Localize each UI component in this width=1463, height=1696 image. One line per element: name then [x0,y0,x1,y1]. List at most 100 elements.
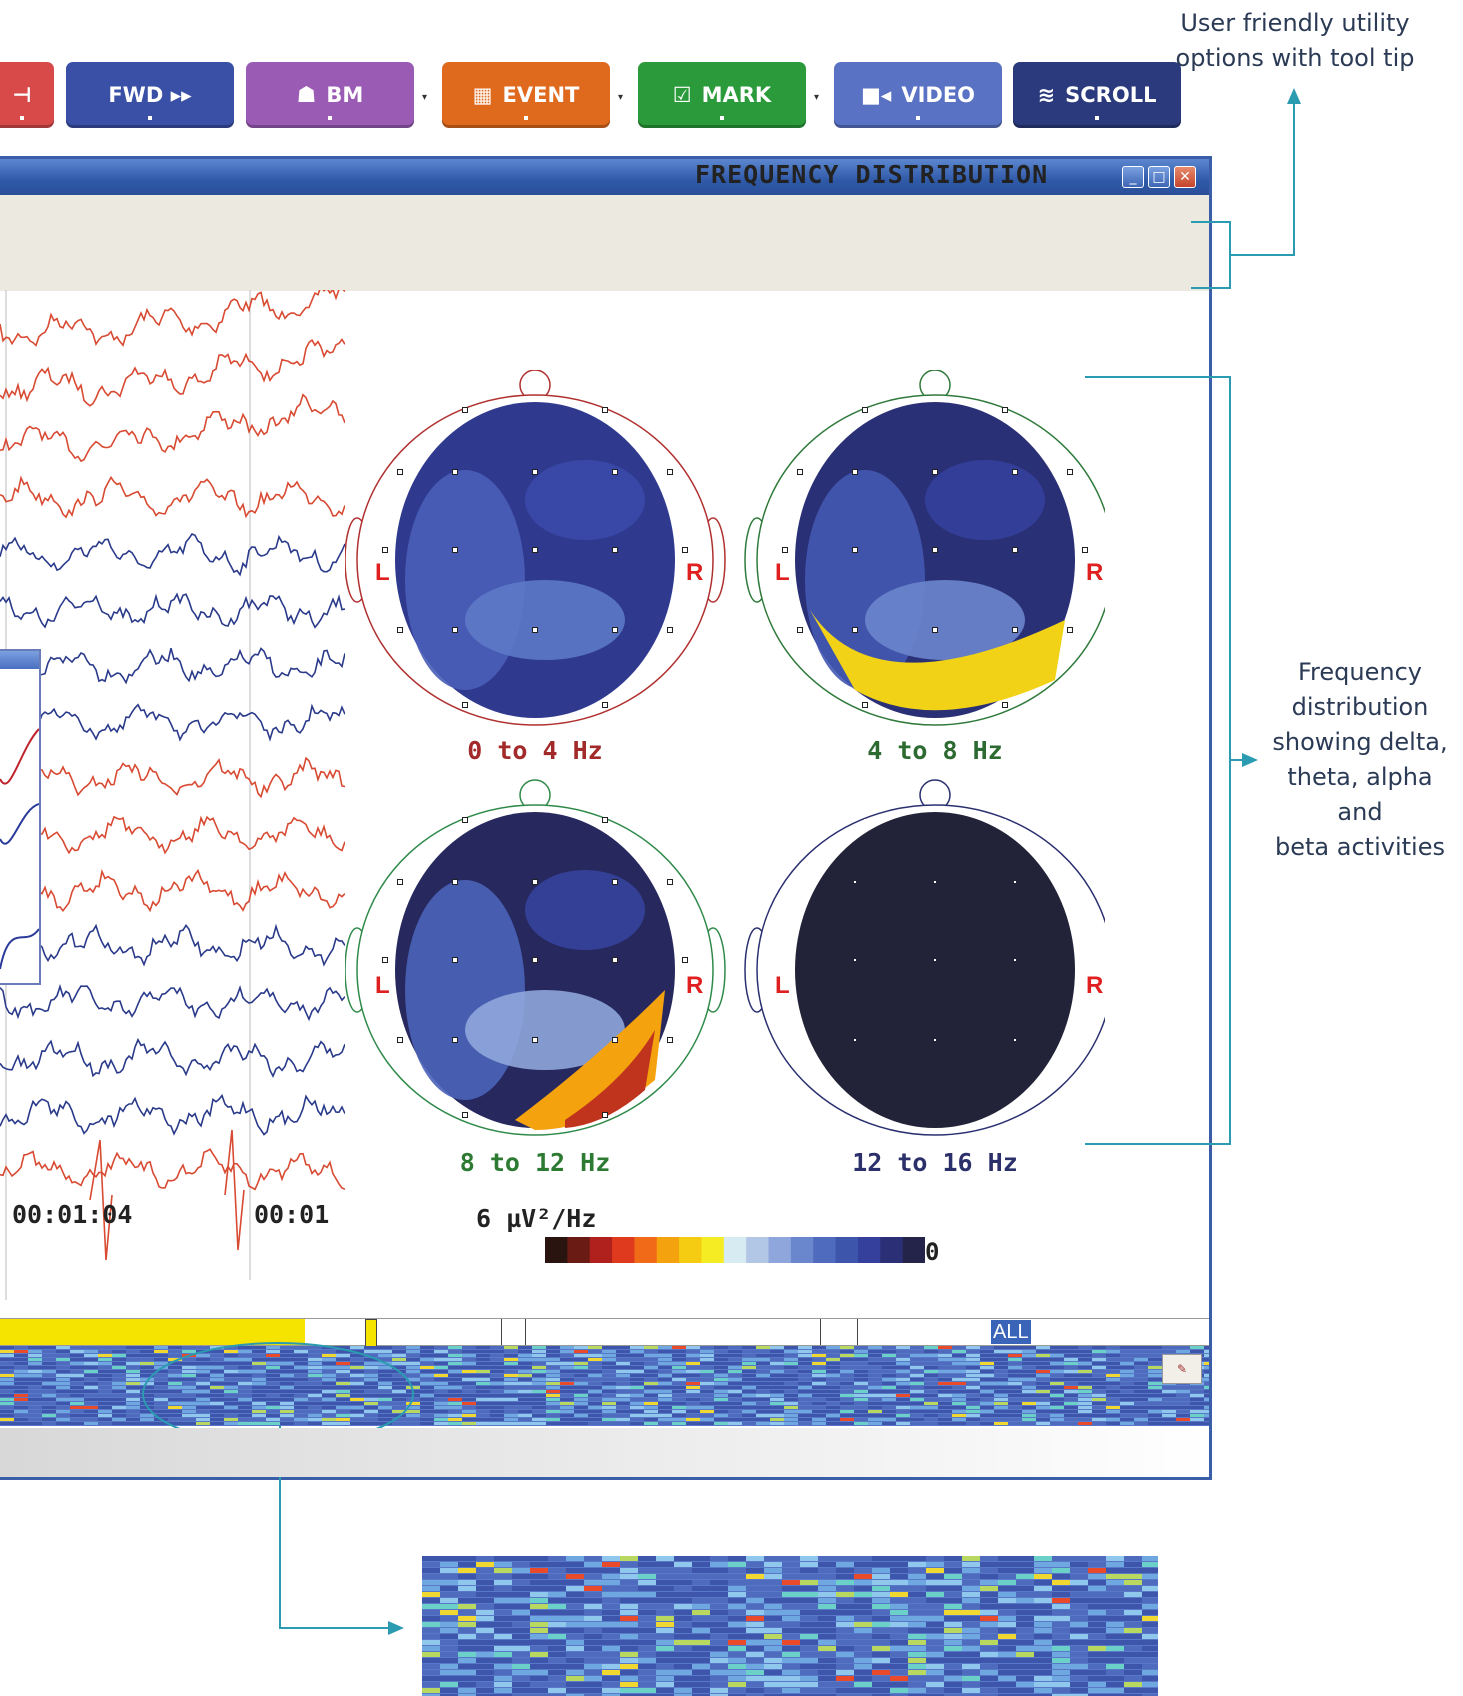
spectrogram-cell [944,1592,962,1597]
spectrogram-cell [462,1370,476,1373]
spectrogram-cell [224,1350,238,1353]
spectrogram-cell [378,1382,392,1385]
spectrogram-cell [196,1358,210,1361]
spectrogram-cell [840,1406,854,1409]
spectrogram-cell [168,1418,182,1421]
timeline-selection[interactable] [0,1319,305,1345]
spectrogram-cell [868,1398,882,1401]
spectrogram-cell [154,1422,168,1425]
spectrogram-cell [378,1394,392,1397]
spectrogram-cell [0,1378,14,1381]
event-dropdown-caret[interactable]: ▾ [618,92,624,103]
event-button[interactable]: ▦ EVENT [442,62,610,128]
maximize-button[interactable]: □ [1148,166,1170,188]
spectrogram-strip[interactable] [0,1346,1209,1426]
mark-button[interactable]: ☑ MARK [638,62,806,128]
spectrogram-cell [112,1390,126,1393]
spectrogram-cell [532,1394,546,1397]
spectrogram-cell [962,1664,980,1669]
spectrogram-cell [14,1370,28,1373]
spectrogram-cell [616,1370,630,1373]
spectrogram-cell [812,1374,826,1377]
spectrogram-cell [420,1406,434,1409]
spectrogram-cell [756,1366,770,1369]
spectrogram-cell [890,1676,908,1681]
topomap-3[interactable] [744,779,1105,1136]
electrode-marker [452,957,458,963]
scroll-button[interactable]: ≋ SCROLL [1013,62,1181,128]
window-titlebar[interactable]: _ □ ✕ [0,159,1209,195]
spectrogram-cell [602,1664,620,1669]
spectrogram-cell [728,1604,746,1609]
spectrogram-cell [434,1382,448,1385]
bm-dropdown-caret[interactable]: ▾ [422,92,428,103]
spectrogram-cell [140,1414,154,1417]
spectrogram-cell [434,1390,448,1393]
spectrogram-cell [210,1418,224,1421]
spectrogram-cell [42,1350,56,1353]
spectrogram-cell [602,1418,616,1421]
all-selector[interactable]: ALL [991,1320,1031,1344]
spectrogram-cell [1052,1652,1070,1657]
spectrogram-cell [238,1362,252,1365]
spectrogram-cell [1142,1688,1158,1693]
spectrogram-cell [154,1410,168,1413]
spectrogram-cell [584,1646,602,1651]
spectrogram-cell [882,1354,896,1357]
spectrogram-cell [458,1676,476,1681]
spectrogram-cell [252,1374,266,1377]
spectrogram-cell [434,1370,448,1373]
spectrogram-cell [908,1616,926,1621]
eeg-trace-area[interactable] [0,290,345,1300]
spectrogram-cell [378,1354,392,1357]
spectrogram-cell [908,1628,926,1633]
spectrogram-cell [644,1370,658,1373]
spectrogram-cell [908,1592,926,1597]
spectrogram-cell [1106,1378,1120,1381]
spectrogram-cell [168,1358,182,1361]
embedded-window[interactable] [0,649,41,985]
topographic-maps[interactable] [345,370,1105,1150]
spectrogram-cell [782,1592,800,1597]
spectrogram-cell [764,1574,782,1579]
embedded-window-trace [0,728,39,970]
spectrogram-cell [392,1354,406,1357]
spectrogram-cell [620,1586,638,1591]
spectrogram-cell [854,1410,868,1413]
close-button[interactable]: ✕ [1174,166,1196,188]
spectrogram-cell [98,1366,112,1369]
spectrogram-cell [728,1358,742,1361]
embedded-window-titlebar[interactable] [0,651,39,669]
spectrogram-cell [308,1354,322,1357]
spectrogram-cell [494,1652,512,1657]
spectrogram-cell [1078,1366,1092,1369]
previous-button[interactable]: ⊣ [0,62,54,128]
spectrogram-cell [126,1406,140,1409]
spectrogram-cell [420,1374,434,1377]
topomap-2[interactable] [345,779,726,1136]
spectrogram-cell [630,1394,644,1397]
spectrogram-cell [710,1634,728,1639]
bm-button[interactable]: ☗ BM [246,62,414,128]
spectrogram-cell [756,1410,770,1413]
spectrogram-cell [1176,1386,1190,1389]
spectrogram-settings-icon[interactable]: ✎ [1162,1354,1202,1384]
spectrogram-cell [756,1418,770,1421]
topomap-0[interactable] [345,370,726,726]
spectrogram-cell [782,1682,800,1687]
spectrogram-cell [980,1358,994,1361]
spectrogram-cell [994,1354,1008,1357]
topomap-region [405,470,525,690]
spectrogram-cell [658,1398,672,1401]
topomap-1[interactable] [744,370,1105,726]
spectrogram-cell [1120,1350,1134,1353]
spectrogram-cell [952,1418,966,1421]
spectrogram-cell [494,1592,512,1597]
video-button[interactable]: ■◂ VIDEO [834,62,1002,128]
spectrogram-cell [588,1398,602,1401]
spectrogram-cell [1204,1346,1209,1349]
eeg-channel-trace [0,923,345,967]
fwd-button[interactable]: FWD ▸▸ [66,62,234,128]
minimize-button[interactable]: _ [1122,166,1144,188]
mark-dropdown-caret[interactable]: ▾ [814,92,820,103]
